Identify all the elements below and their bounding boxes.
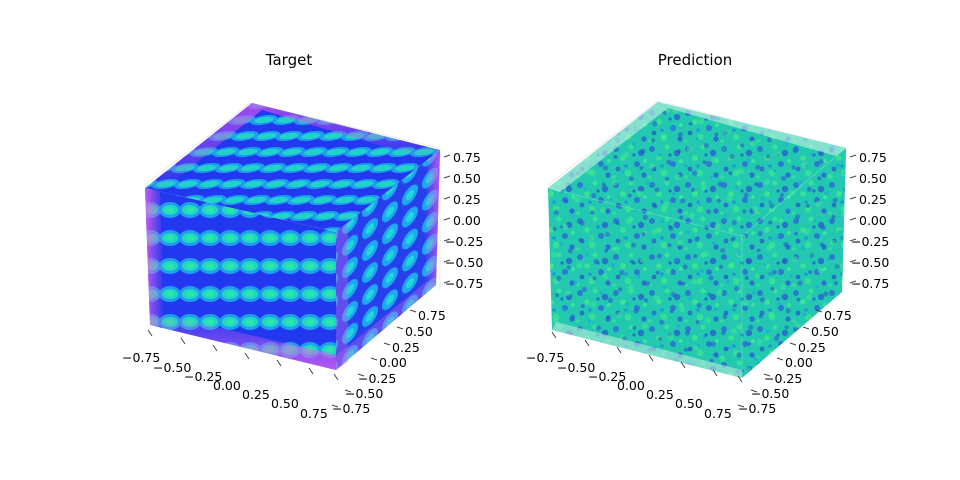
prediction-y-tick: −0.50: [751, 386, 789, 401]
prediction-x-tick: −0.75: [526, 350, 564, 365]
target-z-axis: 0.75 0.50 0.25 0.00 −0.25 −0.50 −0.75: [443, 150, 483, 291]
prediction-z-tick: 0.25: [859, 192, 887, 207]
target-y-tick: −0.50: [345, 386, 383, 401]
target-x-tick: 0.75: [300, 406, 328, 421]
target-x-tick: −0.25: [184, 369, 222, 384]
prediction-cube-noise: [548, 102, 846, 378]
prediction-z-tick: −0.50: [851, 255, 889, 270]
target-z-tick: 0.00: [453, 213, 481, 228]
prediction-y-tick: 0.25: [798, 340, 826, 355]
prediction-z-tick: 0.75: [859, 150, 887, 165]
prediction-x-tick: 0.75: [704, 406, 732, 421]
subplot-target: Target: [122, 51, 483, 421]
target-y-axis: 0.75 0.50 0.25 0.00 −0.25 −0.50 −0.75: [331, 308, 446, 416]
prediction-z-tick: 0.50: [859, 171, 887, 186]
target-y-tick: −0.75: [332, 401, 370, 416]
target-x-tick: −0.75: [122, 350, 160, 365]
prediction-x-tick: −0.50: [557, 360, 595, 375]
target-y-tick: 0.75: [418, 308, 446, 323]
target-y-tick: 0.50: [405, 324, 433, 339]
target-title: Target: [265, 51, 313, 69]
prediction-z-tick: −0.75: [851, 276, 889, 291]
target-edge-glow: [145, 103, 440, 370]
target-z-tick: 0.75: [453, 150, 481, 165]
prediction-y-axis: 0.75 0.50 0.25 0.00 −0.25 −0.50 −0.75: [737, 308, 852, 416]
target-y-tick: −0.25: [358, 371, 396, 386]
target-z-tick: −0.25: [445, 234, 483, 249]
prediction-z-axis: 0.75 0.50 0.25 0.00 −0.25 −0.50 −0.75: [849, 150, 889, 291]
target-z-tick: 0.50: [453, 171, 481, 186]
prediction-edge-fade: [548, 102, 846, 378]
target-x-tick: 0.00: [213, 378, 241, 393]
subplot-prediction: Prediction: [526, 51, 889, 421]
target-y-tick: 0.00: [379, 355, 407, 370]
target-z-tick: 0.25: [453, 192, 481, 207]
prediction-cube-edges: [547, 147, 847, 378]
target-cube-right: [336, 150, 440, 370]
prediction-title: Prediction: [658, 51, 733, 69]
prediction-x-tick: 0.00: [617, 378, 645, 393]
prediction-z-tick: −0.25: [851, 234, 889, 249]
target-x-tick: −0.50: [153, 360, 191, 375]
target-z-tick: −0.50: [445, 255, 483, 270]
prediction-z-tick: 0.00: [859, 213, 887, 228]
prediction-x-tick: 0.25: [646, 387, 674, 402]
prediction-y-tick: −0.75: [738, 401, 776, 416]
prediction-x-axis: −0.75 −0.50 −0.25 0.00 0.25 0.50 0.75: [526, 331, 743, 421]
target-x-tick: 0.50: [271, 396, 299, 411]
target-y-tick: 0.25: [392, 340, 420, 355]
prediction-y-tick: −0.25: [764, 371, 802, 386]
prediction-y-tick: 0.50: [811, 324, 839, 339]
prediction-y-tick: 0.75: [824, 308, 852, 323]
target-x-axis: −0.75 −0.50 −0.25 0.00 0.25 0.50 0.75: [122, 329, 339, 421]
target-z-tick: −0.75: [445, 276, 483, 291]
prediction-x-tick: −0.25: [588, 369, 626, 384]
target-x-tick: 0.25: [242, 387, 270, 402]
prediction-y-tick: 0.00: [785, 355, 813, 370]
prediction-x-tick: 0.50: [675, 396, 703, 411]
